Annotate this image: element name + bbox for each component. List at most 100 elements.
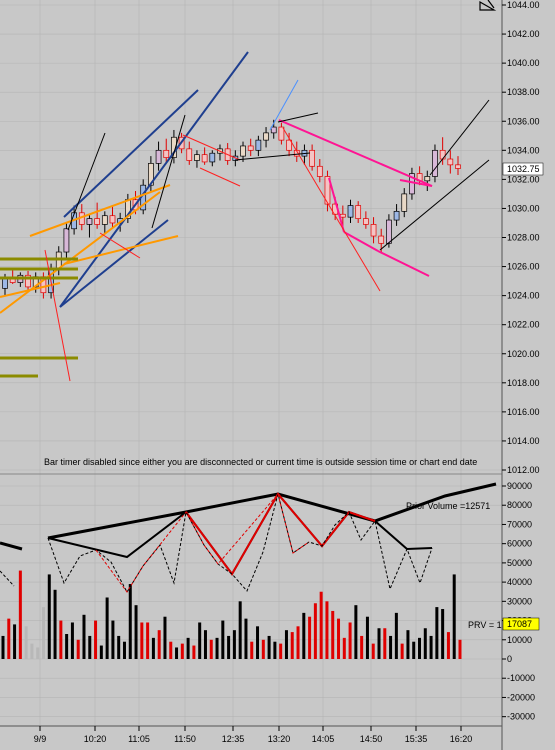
- volume-bar: [227, 635, 231, 659]
- volume-bar: [354, 605, 358, 659]
- blue-channel-upper: [63, 89, 199, 218]
- orange-line-1: [0, 191, 161, 314]
- candle-body: [447, 158, 454, 166]
- orange-line-2: [29, 184, 171, 237]
- volume-bar: [198, 622, 202, 659]
- time-tick-label: 11:50: [174, 734, 196, 744]
- volume-bar: [412, 641, 416, 659]
- red-thin-4: [199, 167, 241, 187]
- time-tick-label: 11:05: [128, 734, 150, 744]
- time-tick-label: 10:20: [84, 734, 107, 744]
- volume-bar: [452, 574, 456, 659]
- volume-tick-label: 40000: [507, 577, 532, 587]
- volume-bar: [203, 630, 207, 659]
- candle-body: [101, 215, 108, 225]
- volume-bar: [175, 647, 179, 659]
- red-thin-1: [44, 249, 71, 382]
- candle-body: [378, 235, 385, 244]
- volume-bar: [232, 630, 236, 659]
- candle-body: [86, 218, 93, 225]
- volume-bar: [261, 639, 265, 659]
- volume-bar: [70, 622, 74, 659]
- chart-corner-icon[interactable]: [479, 0, 497, 11]
- candle-body: [286, 139, 292, 151]
- volume-zigzag: [0, 482, 497, 594]
- candle-body: [278, 126, 285, 141]
- time-tick-label: 14:50: [360, 734, 383, 744]
- volume-bar: [99, 645, 103, 659]
- volume-bar: [128, 584, 132, 659]
- volume-bar: [163, 616, 167, 659]
- pink-channel-mid: [328, 177, 345, 233]
- candle-body: [324, 176, 331, 205]
- volume-panel: [1, 570, 462, 659]
- orange-line-3: [63, 235, 179, 265]
- volume-bar: [273, 641, 277, 659]
- price-tick-label: 1038.00: [507, 87, 540, 97]
- price-tick-label: 1022.00: [507, 320, 540, 330]
- volume-bar: [435, 607, 439, 659]
- volume-bar: [331, 610, 335, 659]
- volume-bar: [157, 630, 161, 659]
- volume-bar: [290, 632, 294, 659]
- candle-body: [94, 218, 100, 225]
- volume-bar: [169, 641, 173, 659]
- candle-body: [401, 193, 408, 212]
- volume-tick-label: 10000: [507, 635, 532, 645]
- volume-bar: [319, 591, 323, 659]
- volume-bar: [7, 618, 11, 659]
- candle-body: [424, 176, 431, 182]
- candle-body: [270, 126, 277, 134]
- candle-body: [409, 173, 415, 195]
- volume-bar: [296, 626, 300, 659]
- volume-bar: [192, 645, 196, 659]
- volume-bar: [365, 616, 369, 659]
- red-thin-5: [282, 127, 381, 292]
- candle-body: [309, 149, 315, 167]
- volume-bar: [105, 597, 109, 659]
- last-price-badge: [502, 162, 544, 176]
- volume-bar: [111, 620, 115, 659]
- price-tick-label: 1030.00: [507, 203, 540, 213]
- orange-line-4: [0, 282, 61, 298]
- candle-body: [363, 218, 369, 225]
- volume-bar: [238, 601, 242, 659]
- volume-bar: [186, 637, 190, 659]
- volume-bar: [360, 635, 364, 659]
- volume-bar: [76, 639, 80, 659]
- volume-bar: [180, 643, 184, 659]
- candle-body: [2, 277, 8, 289]
- volume-tick-label: 90000: [507, 481, 532, 491]
- candle-body: [432, 149, 438, 177]
- candle-body: [255, 139, 262, 151]
- candle-body: [355, 205, 362, 219]
- time-tick-label: 13:20: [268, 734, 291, 744]
- candle-body: [186, 148, 193, 161]
- volume-bar: [458, 639, 462, 659]
- pink-channel-top: [278, 119, 433, 187]
- volume-bar: [82, 614, 86, 659]
- volume-tick-label: 0: [507, 654, 512, 664]
- price-tick-label: 1014.00: [507, 436, 540, 446]
- volume-bar: [134, 605, 138, 659]
- volume-tick-label: 80000: [507, 500, 532, 510]
- volume-bar: [65, 634, 69, 659]
- volume-bar: [406, 630, 410, 659]
- volume-bar: [446, 632, 450, 659]
- volume-tick-label: -30000: [507, 712, 535, 722]
- volume-bar: [383, 628, 387, 659]
- price-tick-label: 1028.00: [507, 233, 540, 243]
- candle-body: [339, 213, 346, 218]
- pink-channel-lower: [377, 250, 430, 277]
- price-tick-label: 1042.00: [507, 29, 540, 39]
- price-tick-label: 1026.00: [507, 262, 540, 272]
- zigzag-dotted-1: [0, 570, 15, 587]
- volume-tick-label: 70000: [507, 519, 532, 529]
- candle-body: [201, 154, 208, 163]
- volume-tick-label: 30000: [507, 596, 532, 606]
- volume-bar: [151, 637, 155, 659]
- volume-bar: [24, 626, 28, 659]
- price-tick-label: 1034.00: [507, 145, 540, 155]
- candle-body: [439, 149, 446, 160]
- volume-bar: [30, 643, 34, 659]
